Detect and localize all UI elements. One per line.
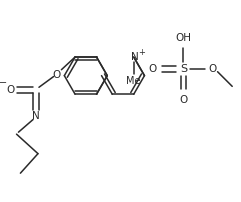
Text: N: N (32, 110, 40, 121)
Text: S: S (180, 64, 187, 74)
Text: Me: Me (127, 76, 141, 86)
Text: O: O (52, 70, 61, 80)
Text: O: O (179, 95, 187, 105)
Text: O: O (7, 85, 15, 95)
Text: O: O (208, 64, 217, 74)
Text: O: O (148, 64, 156, 74)
Text: −: − (0, 78, 7, 88)
Text: N: N (131, 52, 139, 62)
Text: +: + (138, 48, 145, 57)
Text: OH: OH (175, 33, 191, 43)
